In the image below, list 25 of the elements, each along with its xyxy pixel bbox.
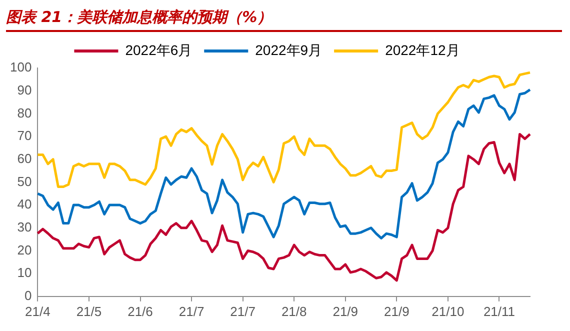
x-tick-label: 21/6 (128, 304, 153, 319)
legend-label: 2022年12月 (385, 42, 460, 58)
x-tick-label: 21/7 (230, 304, 256, 319)
x-tick-label: 21/8 (281, 304, 307, 319)
y-tick-label: 40 (17, 196, 32, 212)
y-tick-label: 10 (17, 265, 32, 280)
y-tick-label: 20 (17, 242, 32, 258)
y-tick-label: 70 (17, 128, 32, 144)
y-tick-label: 50 (17, 174, 32, 189)
x-tick-label: 21/7 (178, 304, 204, 319)
y-tick-label: 90 (17, 82, 32, 98)
x-tick-label: 21/9 (384, 304, 410, 319)
x-tick-label: 21/9 (332, 304, 358, 319)
y-tick-label: 80 (17, 105, 32, 120)
x-tick-label: 21/4 (25, 304, 50, 319)
legend-label: 2022年6月 (125, 42, 192, 58)
y-tick-label: 0 (24, 288, 32, 303)
x-tick-label: 21/5 (76, 304, 102, 319)
legend-label: 2022年9月 (255, 42, 322, 58)
y-tick-label: 100 (10, 60, 32, 75)
x-tick-label: 21/10 (432, 304, 464, 319)
y-tick-label: 30 (17, 219, 32, 234)
chart-title: 图表 21：美联储加息概率的预期（%） (6, 6, 562, 32)
y-tick-label: 60 (17, 150, 32, 166)
x-tick-label: 21/11 (483, 304, 516, 319)
